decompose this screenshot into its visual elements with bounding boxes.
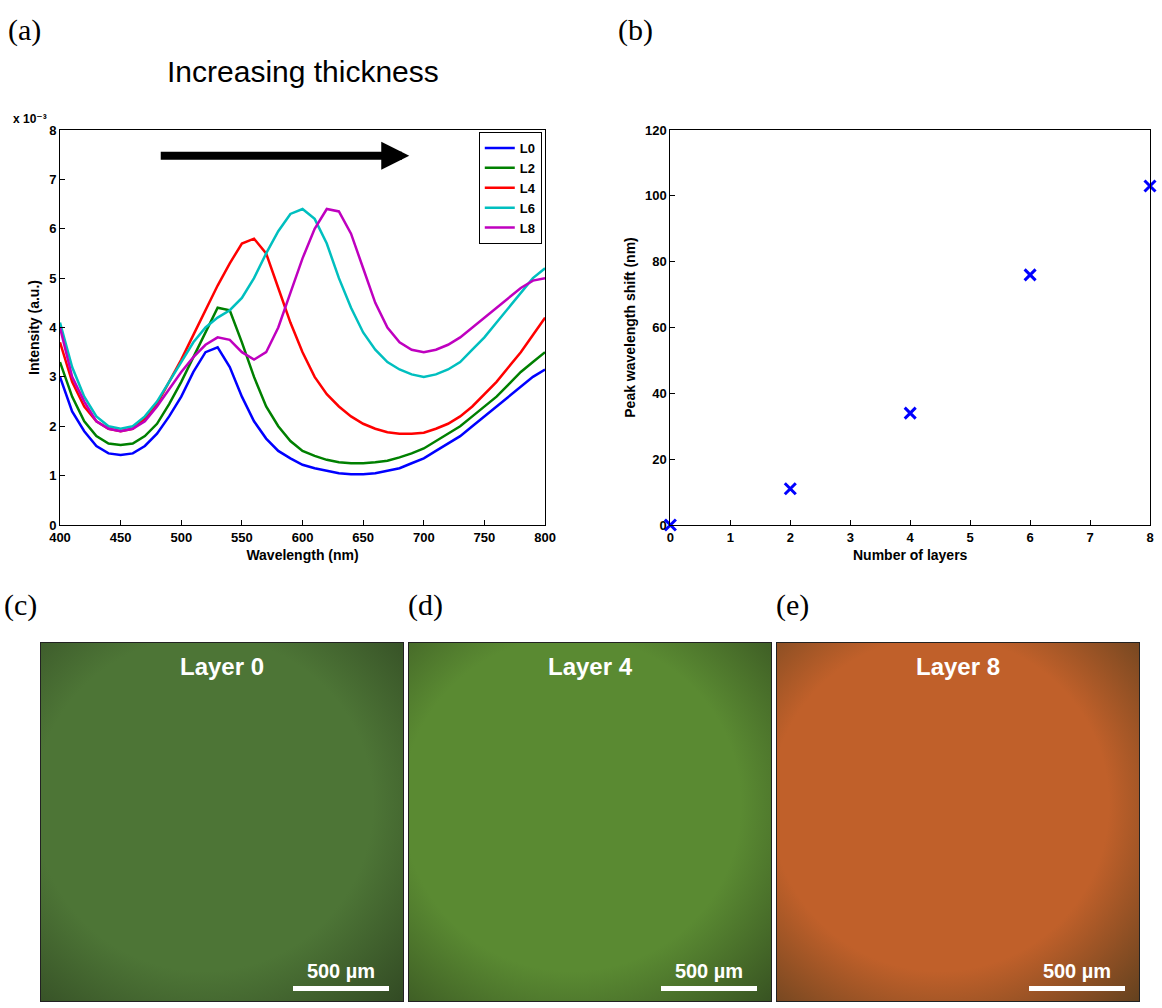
html-text:500 µm: 500 µm bbox=[674, 960, 744, 982]
svg-text:3: 3 bbox=[49, 369, 56, 384]
svg-text:120: 120 bbox=[645, 123, 667, 138]
svg-text:80: 80 bbox=[652, 254, 666, 269]
svg-text:8: 8 bbox=[1146, 530, 1153, 545]
svg-text:(b): (b) bbox=[618, 13, 653, 47]
svg-text:5: 5 bbox=[967, 530, 974, 545]
svg-text:(a): (a) bbox=[8, 13, 41, 47]
svg-text:1: 1 bbox=[727, 530, 734, 545]
html-text:Layer 4: Layer 4 bbox=[548, 653, 632, 680]
svg-text:L4: L4 bbox=[520, 181, 536, 196]
svg-text:2: 2 bbox=[49, 419, 56, 434]
svg-text:6: 6 bbox=[49, 221, 56, 236]
svg-text:750: 750 bbox=[474, 530, 496, 545]
svg-text:8: 8 bbox=[49, 123, 56, 138]
svg-text:450: 450 bbox=[110, 530, 132, 545]
html-text:500 µm: 500 µm bbox=[1042, 960, 1112, 982]
svg-text:800: 800 bbox=[534, 530, 556, 545]
svg-text:5: 5 bbox=[49, 271, 56, 286]
svg-text:Increasing thickness: Increasing thickness bbox=[167, 55, 439, 88]
svg-text:Peak wavelength shift (nm): Peak wavelength shift (nm) bbox=[622, 237, 638, 417]
svg-text:7: 7 bbox=[1086, 530, 1093, 545]
svg-text:100: 100 bbox=[645, 188, 667, 203]
html-text:(d): (d) bbox=[408, 588, 443, 621]
svg-text:60: 60 bbox=[652, 320, 666, 335]
svg-text:6: 6 bbox=[1026, 530, 1033, 545]
svg-text:4: 4 bbox=[49, 320, 57, 335]
svg-text:3: 3 bbox=[847, 530, 854, 545]
svg-text:20: 20 bbox=[652, 452, 666, 467]
svg-text:L2: L2 bbox=[520, 161, 535, 176]
svg-text:x 10⁻³: x 10⁻³ bbox=[13, 112, 47, 126]
svg-text:700: 700 bbox=[413, 530, 435, 545]
svg-text:400: 400 bbox=[49, 530, 71, 545]
svg-text:L6: L6 bbox=[520, 201, 535, 216]
svg-text:Wavelength (nm): Wavelength (nm) bbox=[246, 547, 358, 563]
html-text:Layer 0: Layer 0 bbox=[180, 653, 264, 680]
svg-text:600: 600 bbox=[292, 530, 314, 545]
html-text:500 µm: 500 µm bbox=[306, 960, 376, 982]
svg-text:550: 550 bbox=[231, 530, 253, 545]
svg-text:1: 1 bbox=[49, 468, 56, 483]
svg-text:40: 40 bbox=[652, 386, 666, 401]
svg-text:650: 650 bbox=[352, 530, 374, 545]
svg-text:L0: L0 bbox=[520, 141, 535, 156]
svg-text:500: 500 bbox=[170, 530, 192, 545]
html-text:(e): (e) bbox=[776, 588, 810, 621]
svg-text:4: 4 bbox=[907, 530, 915, 545]
svg-text:Number of layers: Number of layers bbox=[853, 547, 968, 563]
svg-text:L8: L8 bbox=[520, 221, 535, 236]
html-text:(c): (c) bbox=[4, 588, 38, 621]
svg-text:7: 7 bbox=[49, 172, 56, 187]
svg-text:0: 0 bbox=[49, 518, 56, 533]
svg-text:0: 0 bbox=[660, 518, 667, 533]
svg-text:2: 2 bbox=[787, 530, 794, 545]
svg-text:Intensity (a.u.): Intensity (a.u.) bbox=[26, 280, 42, 375]
html-text:Layer 8: Layer 8 bbox=[916, 653, 1000, 680]
svg-text:0: 0 bbox=[667, 530, 674, 545]
